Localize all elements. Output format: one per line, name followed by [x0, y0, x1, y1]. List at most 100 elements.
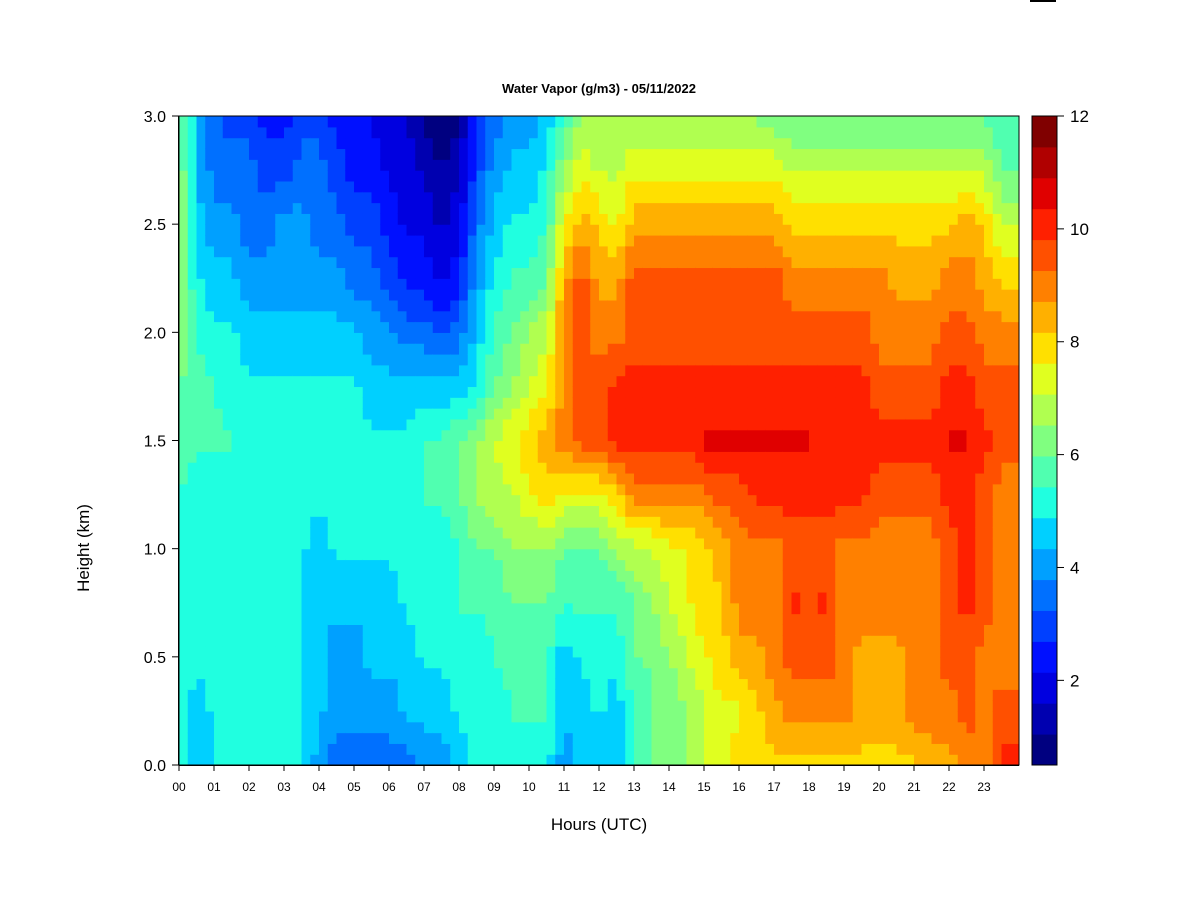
heatmap-cell [546, 375, 556, 388]
heatmap-cell [704, 710, 714, 723]
heatmap-cell [887, 245, 898, 258]
heatmap-cell [546, 678, 556, 690]
heatmap-cell [380, 527, 390, 539]
heatmap-cell [887, 148, 898, 160]
heatmap-cell [861, 429, 871, 442]
heatmap-cell [747, 353, 758, 366]
heatmap-cell [441, 159, 451, 171]
heatmap-cell [651, 191, 661, 204]
heatmap-cell [537, 451, 548, 463]
heatmap-cell [572, 397, 583, 409]
heatmap-cell [704, 408, 714, 420]
heatmap-cell [756, 202, 766, 214]
heatmap-cell [712, 332, 723, 344]
heatmap-cell [240, 537, 250, 550]
heatmap-cell [424, 613, 434, 625]
heatmap-cell [581, 159, 591, 171]
heatmap-cell [870, 289, 880, 301]
heatmap-cell [870, 213, 880, 225]
heatmap-cell [266, 148, 276, 160]
heatmap-cell [187, 234, 198, 247]
heatmap-cell [319, 613, 329, 625]
heatmap-cell [642, 570, 653, 582]
heatmap-cell [581, 180, 591, 193]
heatmap-cell [686, 472, 696, 485]
heatmap-cell [677, 408, 688, 420]
heatmap-cell [800, 462, 810, 474]
heatmap-cell [599, 483, 609, 496]
heatmap-cell [380, 494, 390, 506]
heatmap-cell [424, 527, 434, 539]
heatmap-cell [397, 408, 408, 420]
heatmap-cell [625, 537, 635, 550]
heatmap-cell [765, 137, 775, 150]
heatmap-cell [406, 310, 416, 323]
heatmap-cell [485, 472, 495, 485]
heatmap-cell [739, 213, 749, 225]
heatmap-cell [599, 299, 609, 312]
heatmap-cell [800, 635, 810, 647]
heatmap-cell [485, 137, 495, 150]
heatmap-cell [179, 635, 189, 647]
heatmap-cell [625, 710, 635, 723]
heatmap-cell [354, 440, 364, 452]
heatmap-cell [599, 732, 609, 744]
heatmap-cell [432, 721, 443, 734]
heatmap-cell [572, 602, 583, 615]
heatmap-cell [257, 678, 268, 690]
heatmap-cell [327, 289, 338, 301]
heatmap-cell [896, 646, 906, 658]
heatmap-cell [397, 343, 408, 355]
heatmap-cell [380, 386, 390, 398]
heatmap-cell [196, 267, 206, 279]
heatmap-cell [800, 754, 810, 765]
heatmap-cell [537, 256, 548, 269]
heatmap-cell [406, 646, 416, 658]
heatmap-cell [642, 116, 653, 128]
heatmap-cell [756, 505, 766, 517]
heatmap-cell [800, 386, 810, 398]
heatmap-cell [625, 245, 635, 258]
heatmap-cell [240, 289, 250, 301]
heatmap-cell [354, 170, 364, 182]
heatmap-cell [817, 602, 828, 615]
heatmap-cell [782, 732, 793, 744]
heatmap-cell [371, 613, 381, 625]
heatmap-cell [441, 191, 451, 204]
heatmap-cell [852, 635, 863, 647]
heatmap-cell [765, 343, 775, 355]
heatmap-cell [397, 710, 408, 723]
heatmap-cell [564, 635, 574, 647]
heatmap-cell [371, 234, 381, 247]
heatmap-cell [774, 224, 784, 236]
heatmap-cell [292, 516, 303, 528]
heatmap-cell [292, 613, 303, 625]
heatmap-cell [380, 700, 390, 712]
heatmap-cell [852, 754, 863, 765]
heatmap-cell [861, 170, 871, 182]
heatmap-cell [231, 256, 241, 269]
heatmap-cell [730, 505, 740, 517]
heatmap-cell [196, 386, 206, 398]
heatmap-cell [362, 256, 373, 269]
heatmap-cell [406, 332, 416, 344]
heatmap-cell [677, 310, 688, 323]
heatmap-cell [511, 732, 521, 744]
heatmap-cell [546, 299, 556, 312]
heatmap-cell [467, 570, 478, 582]
heatmap-cell [800, 429, 810, 442]
heatmap-cell [861, 213, 871, 225]
heatmap-cell [319, 408, 329, 420]
heatmap-cell [327, 202, 338, 214]
heatmap-cell [196, 462, 206, 474]
heatmap-cell [660, 386, 670, 398]
heatmap-cell [502, 689, 513, 701]
heatmap-cell [362, 213, 373, 225]
heatmap-cell [432, 440, 443, 452]
heatmap-cell [887, 494, 898, 506]
heatmap-cell [835, 116, 845, 128]
heatmap-cell [511, 375, 521, 388]
heatmap-cell [765, 397, 775, 409]
heatmap-cell [415, 202, 425, 214]
heatmap-cell [651, 126, 661, 139]
